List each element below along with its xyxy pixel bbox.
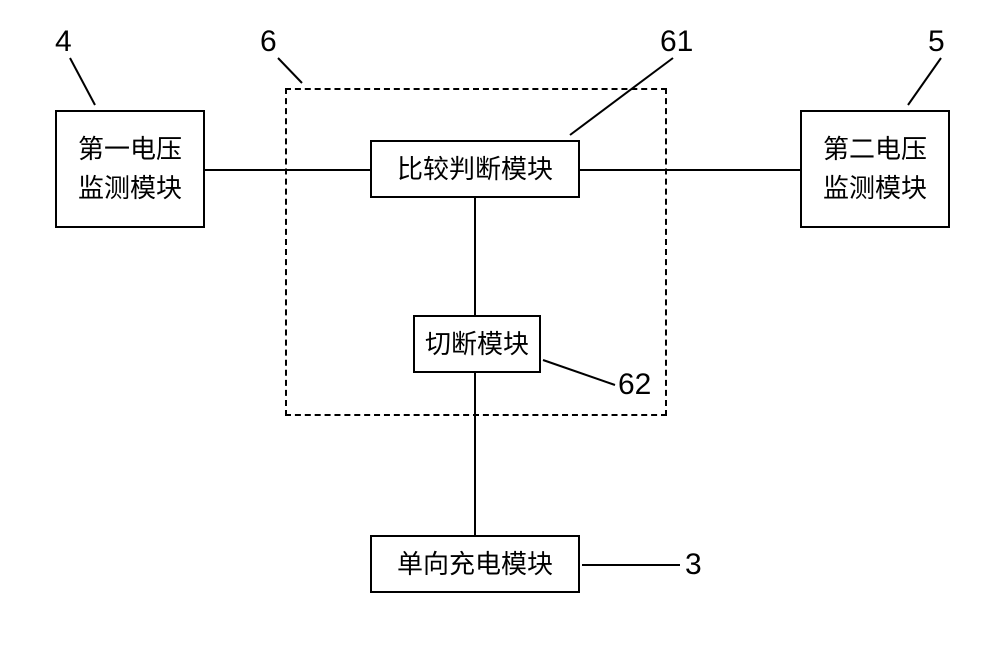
ref-62: 62 <box>618 368 651 402</box>
node-n5: 第二电压监测模块 <box>800 110 950 228</box>
ref-61-text: 61 <box>660 25 693 58</box>
node-n4-label: 第一电压监测模块 <box>78 130 182 208</box>
node-n62-label: 切断模块 <box>425 325 529 364</box>
ref-4-text: 4 <box>55 25 72 58</box>
ref-5: 5 <box>928 25 945 59</box>
node-n5-label: 第二电压监测模块 <box>823 130 927 208</box>
node-n4: 第一电压监测模块 <box>55 110 205 228</box>
ref-62-text: 62 <box>618 368 651 401</box>
edge-n61-n62 <box>474 198 476 315</box>
ref-61: 61 <box>660 25 693 59</box>
edge-n5-n61 <box>580 169 800 171</box>
ref-6-text: 6 <box>260 25 277 58</box>
node-n62: 切断模块 <box>413 315 541 373</box>
node-n61: 比较判断模块 <box>370 140 580 198</box>
node-n3: 单向充电模块 <box>370 535 580 593</box>
ref-3-text: 3 <box>685 548 702 581</box>
ref-6: 6 <box>260 25 277 59</box>
edge-n62-n3 <box>474 373 476 535</box>
ref-3: 3 <box>685 548 702 582</box>
node-n3-label: 单向充电模块 <box>397 545 553 584</box>
ref-4: 4 <box>55 25 72 59</box>
node-n61-label: 比较判断模块 <box>397 150 553 189</box>
ref-5-text: 5 <box>928 25 945 58</box>
edge-n4-n61 <box>205 169 370 171</box>
